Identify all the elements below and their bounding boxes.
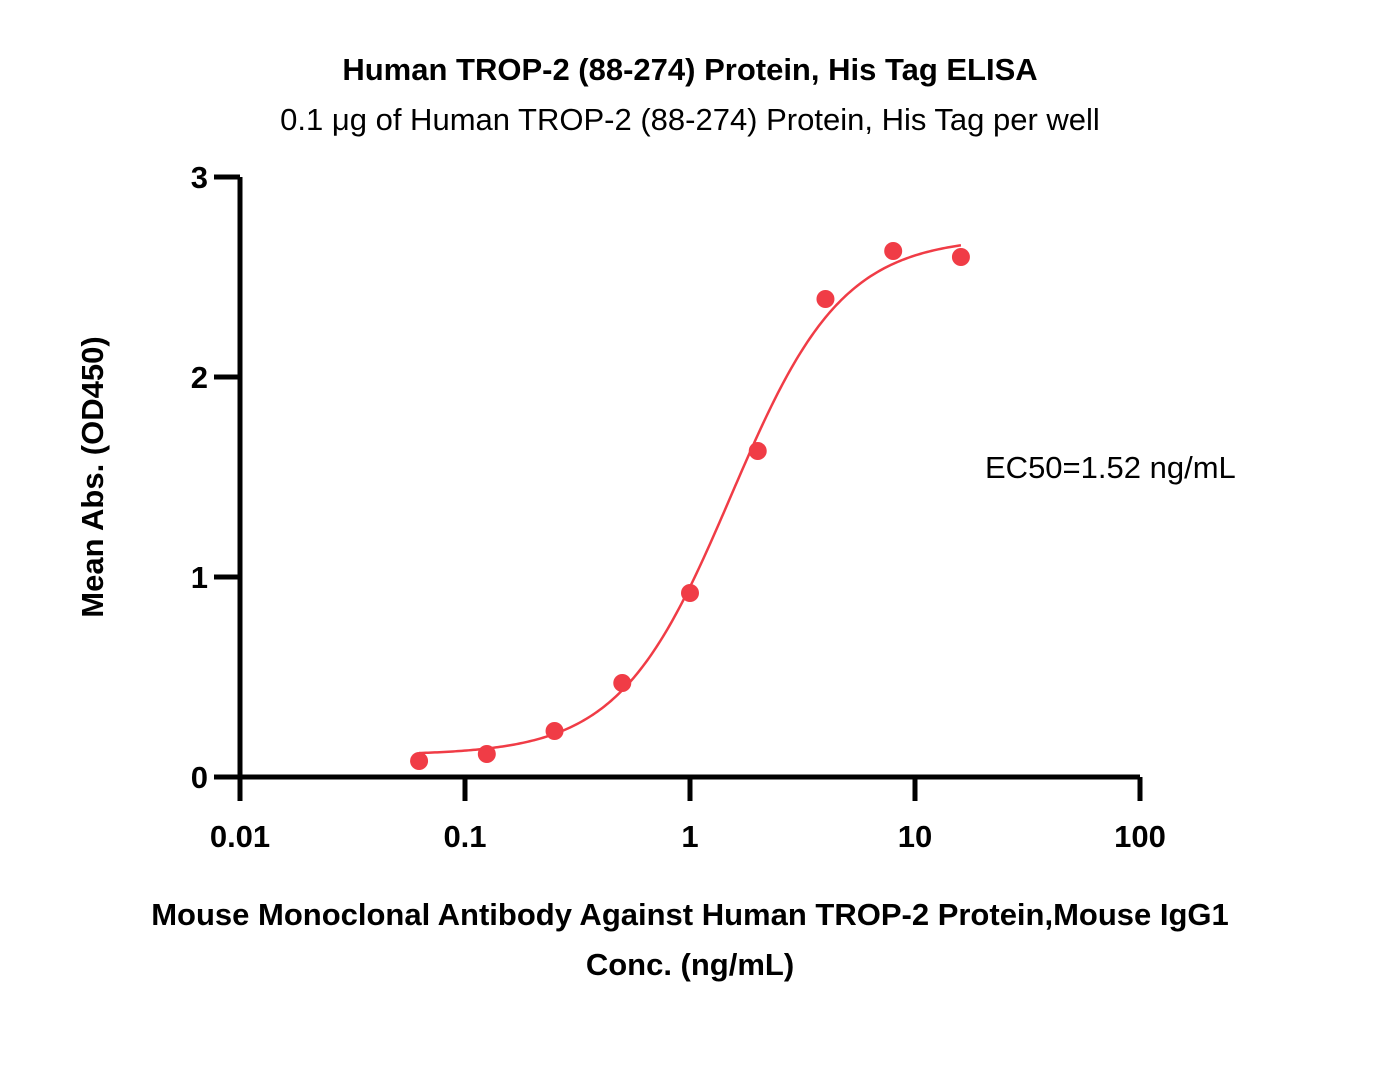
- fit-curve: [419, 244, 962, 755]
- y-tick-label: 2: [191, 360, 208, 395]
- data-points: [410, 242, 970, 770]
- data-point: [884, 242, 903, 260]
- x-tick-label: 0.1: [443, 819, 486, 854]
- data-point: [545, 722, 564, 740]
- x-tick-label: 1: [681, 819, 698, 854]
- data-point: [681, 584, 699, 602]
- fit-curve-layer: [419, 244, 962, 755]
- data-point: [477, 745, 496, 763]
- data-point: [410, 752, 429, 770]
- x-axis-label-line2: Conc. (ng/mL): [586, 947, 794, 982]
- chart-subtitle: 0.1 μg of Human TROP-2 (88-274) Protein,…: [280, 102, 1100, 137]
- data-point: [951, 248, 970, 266]
- data-point: [613, 674, 632, 692]
- y-tick-label: 0: [191, 760, 208, 795]
- x-tick-label: 100: [1114, 819, 1166, 854]
- x-axis-label-line1: Mouse Monoclonal Antibody Against Human …: [151, 897, 1229, 932]
- data-point: [816, 290, 835, 308]
- x-ticks: 0.01 0.1 1 10 100: [210, 777, 1166, 854]
- data-point: [748, 442, 767, 460]
- y-tick-label: 1: [191, 560, 208, 595]
- ec50-annotation: EC50=1.52 ng/mL: [985, 450, 1236, 485]
- x-tick-label: 10: [898, 819, 932, 854]
- y-tick-label: 3: [191, 160, 208, 195]
- y-axis-label: Mean Abs. (OD450): [75, 336, 110, 617]
- y-ticks: 0 1 2 3: [191, 160, 240, 795]
- x-tick-label: 0.01: [210, 819, 270, 854]
- chart-title: Human TROP-2 (88-274) Protein, His Tag E…: [342, 52, 1037, 87]
